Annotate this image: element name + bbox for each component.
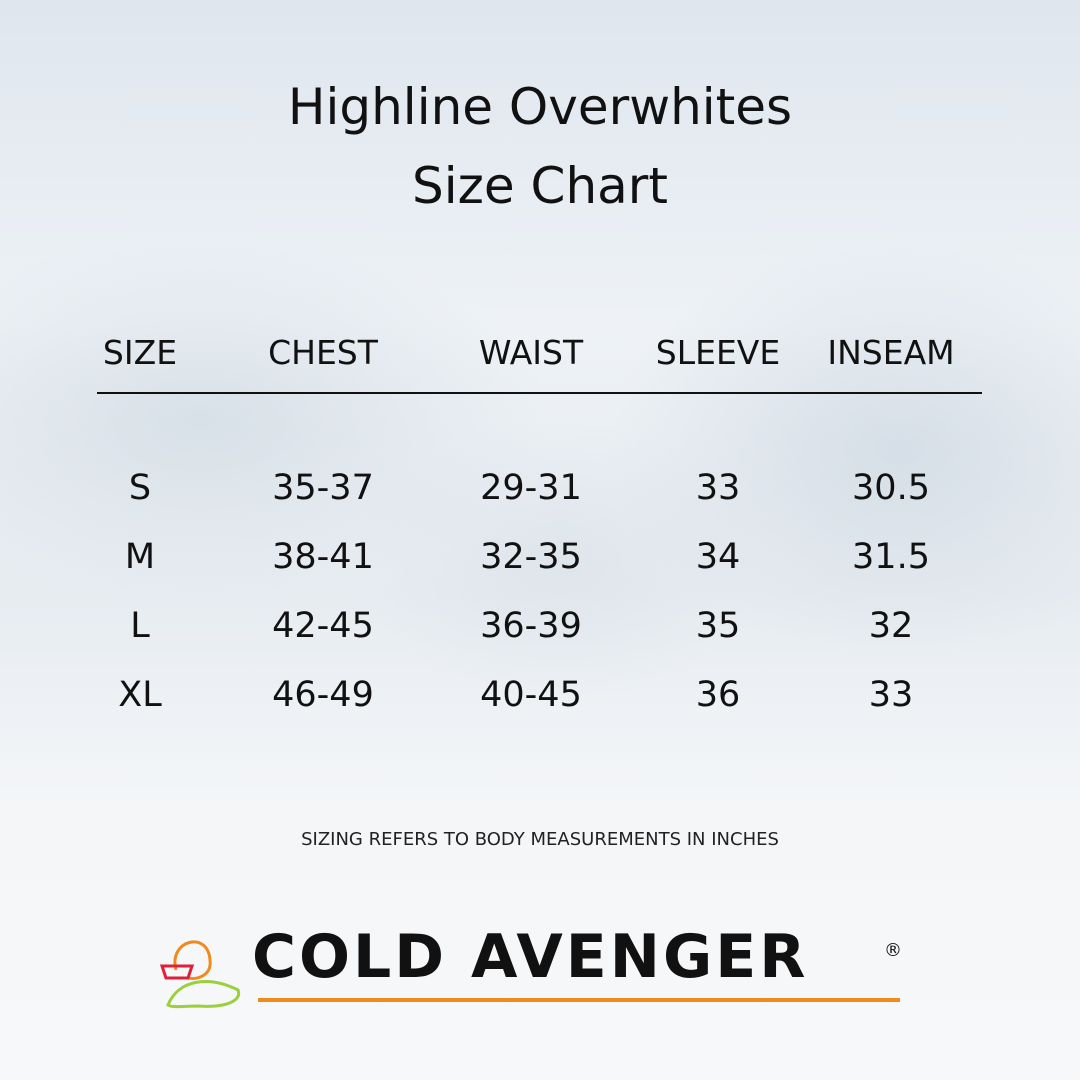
table-cell: 35-37 xyxy=(272,468,374,508)
title-line: Size Chart xyxy=(412,157,668,215)
table-cell: 40-45 xyxy=(480,675,582,715)
table-cell: 36-39 xyxy=(480,606,582,646)
note: SIZING REFERS TO BODY MEASUREMENTS IN IN… xyxy=(301,829,779,850)
table-cell: 46-49 xyxy=(272,675,374,715)
table-cell: S xyxy=(128,468,152,508)
table-cell: L xyxy=(130,606,150,646)
logo-underline xyxy=(258,998,900,1002)
logo-icon xyxy=(159,940,241,1009)
table-cell: 32 xyxy=(868,606,914,646)
table-cell: 33 xyxy=(695,468,741,508)
column-header: CHEST xyxy=(268,333,378,372)
column-header: SIZE xyxy=(102,333,178,372)
logo-registered: ® xyxy=(884,940,902,961)
logo-text: COLD AVENGER xyxy=(252,922,809,992)
table-cell: 38-41 xyxy=(272,537,374,577)
title-line: Highline Overwhites xyxy=(287,78,793,136)
table-cell: M xyxy=(124,537,156,577)
table-cell: 29-31 xyxy=(480,468,582,508)
header-rule xyxy=(97,392,982,394)
column-header: SLEEVE xyxy=(655,333,781,372)
table-cell: 35 xyxy=(695,606,741,646)
table-cell: 34 xyxy=(695,537,741,577)
table-cell: 42-45 xyxy=(272,606,374,646)
column-header: WAIST xyxy=(478,333,584,372)
table-cell: 32-35 xyxy=(480,537,582,577)
table-cell: 30.5 xyxy=(852,468,930,508)
table-cell: XL xyxy=(118,675,162,715)
table-cell: 31.5 xyxy=(852,537,930,577)
table-cell: 33 xyxy=(868,675,914,715)
table-cell: 36 xyxy=(695,675,741,715)
column-header: INSEAM xyxy=(827,333,955,372)
